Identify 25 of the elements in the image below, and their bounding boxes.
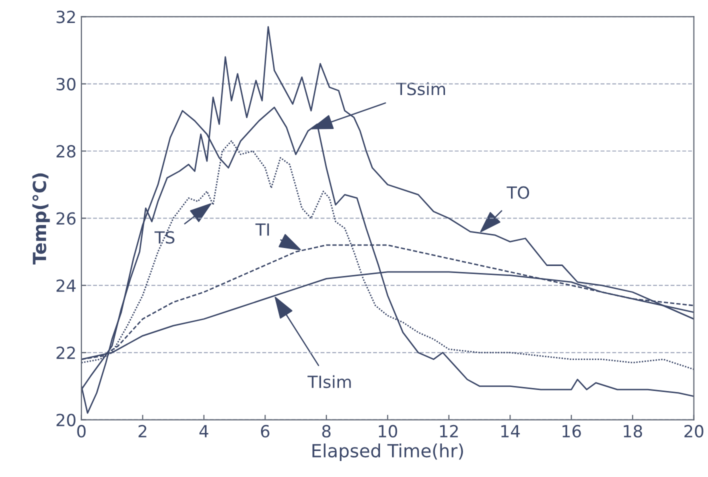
x-tick-label: 18 [624,424,642,438]
y-tick-label: 28 [56,145,76,158]
y-axis-title: Temp(°C) [32,173,50,264]
y-tick-label: 30 [56,78,76,90]
y-tick-label: 32 [56,10,75,24]
x-axis-title: Elapsed Time(hr) [312,444,463,462]
text: TIsim [308,375,351,388]
series-label: TI [255,223,269,236]
x-tick-label: 4 [199,425,208,438]
text: TSsim [396,82,446,96]
x-tick-label: 2 [138,424,146,438]
series-label: TS [154,231,174,244]
x-tick-label: 14 [501,425,520,438]
x-tick-label: 20 [684,424,704,438]
x-tick-label: 6 [261,424,270,438]
text: TO [506,186,530,199]
y-tick-label: 20 [56,414,76,426]
y-tick-label: 22 [56,346,75,359]
x-tick-label: 10 [378,424,398,438]
x-tick-label: 8 [322,424,331,438]
x-tick-label: 0 [77,424,86,438]
y-tick-label: 26 [56,212,76,225]
x-tick-label: 16 [562,424,581,438]
y-tick-label: 24 [56,279,76,292]
x-tick-label: 12 [440,424,458,438]
